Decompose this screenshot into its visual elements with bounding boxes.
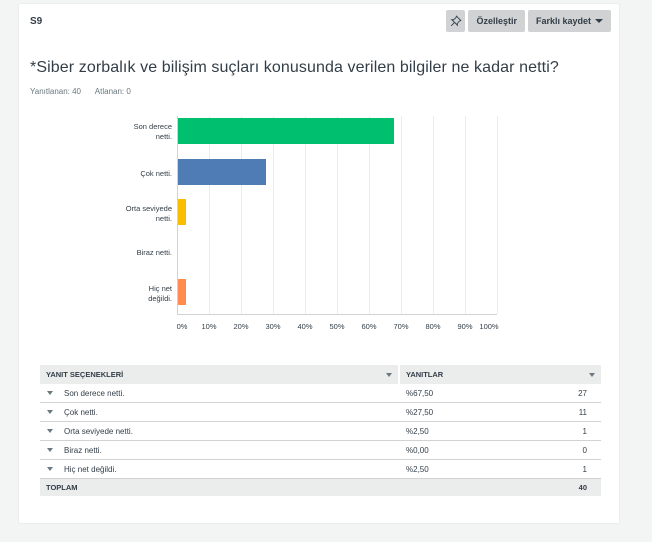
question-title: *Siber zorbalık ve bilişim suçları konus… [30, 59, 559, 76]
choice-label: Hiç net değildi. [64, 464, 117, 474]
x-tick: 100% [479, 322, 499, 331]
x-tick: 40% [297, 322, 313, 331]
customize-button[interactable]: Özelleştir [468, 10, 525, 32]
gridline [305, 116, 306, 314]
expand-caret-icon[interactable] [47, 429, 53, 433]
header-responses[interactable]: YANITLAR [400, 365, 601, 384]
response-stats: Yanıtlanan: 40 Atlanan: 0 [30, 87, 143, 96]
y-label: Biraz netti. [136, 248, 172, 257]
x-tick: 90% [457, 322, 473, 331]
choice-label: Çok netti. [64, 407, 98, 417]
table-row: Biraz netti. %0,00 0 [40, 441, 601, 460]
sort-caret-icon[interactable] [589, 372, 595, 377]
table-row: Son derece netti. %67,50 27 [40, 384, 601, 403]
bar-hic-net-degildi[interactable] [178, 279, 186, 305]
response-percent: %0,00 [406, 445, 429, 455]
expand-caret-icon[interactable] [47, 391, 53, 395]
y-label: Son derece netti. [133, 122, 172, 141]
pin-button[interactable] [446, 10, 466, 32]
x-tick: 10% [201, 322, 217, 331]
x-tick: 0% [176, 322, 188, 331]
gridline [497, 116, 498, 314]
expand-caret-icon[interactable] [47, 410, 53, 414]
gridline [401, 116, 402, 314]
bar-son-derece-netti[interactable] [178, 118, 394, 144]
gridline [433, 116, 434, 314]
total-count: 40 [578, 483, 587, 492]
table-header: YANIT SEÇENEKLERİ YANITLAR [40, 365, 601, 384]
y-label: Orta seviyede netti. [125, 204, 172, 223]
y-label: Çok netti. [140, 169, 172, 178]
x-tick: 50% [329, 322, 345, 331]
response-count: 27 [578, 388, 587, 398]
choice-label: Son derece netti. [64, 388, 125, 398]
save-as-button[interactable]: Farklı kaydet [527, 10, 611, 32]
gridline [465, 116, 466, 314]
expand-caret-icon[interactable] [47, 448, 53, 452]
gridline [337, 116, 338, 314]
choice-label: Biraz netti. [64, 445, 102, 455]
table-row: Orta seviyede netti. %2,50 1 [40, 422, 601, 441]
header-choices[interactable]: YANIT SEÇENEKLERİ [40, 365, 398, 384]
x-tick: 30% [265, 322, 281, 331]
gridline [273, 116, 274, 314]
response-percent: %27,50 [406, 407, 434, 417]
toolbar: Özelleştir Farklı kaydet [446, 10, 611, 32]
x-tick: 80% [425, 322, 441, 331]
choice-label: Orta seviyede netti. [64, 426, 133, 436]
answered-count: Yanıtlanan: 40 [30, 87, 82, 96]
table-row: Çok netti. %27,50 11 [40, 403, 601, 422]
gridline [209, 116, 210, 314]
table-row: Hiç net değildi. %2,50 1 [40, 460, 601, 479]
y-label: Hiç net değildi. [148, 284, 172, 303]
chevron-down-icon [595, 19, 603, 23]
question-card: S9 Özelleştir Farklı kaydet *Siber zorba… [18, 3, 620, 524]
expand-caret-icon[interactable] [47, 467, 53, 471]
x-tick: 20% [233, 322, 249, 331]
x-tick: 60% [361, 322, 377, 331]
response-count: 11 [578, 407, 587, 417]
y-axis [177, 116, 178, 314]
response-percent: %2,50 [406, 464, 429, 474]
total-label: TOPLAM [46, 483, 78, 492]
responses-table: YANIT SEÇENEKLERİ YANITLAR Son derece ne… [40, 365, 601, 496]
question-id: S9 [30, 16, 43, 27]
response-count: 1 [582, 464, 587, 474]
response-count: 0 [582, 445, 587, 455]
skipped-count: Atlanan: 0 [94, 87, 131, 96]
pin-icon [450, 15, 462, 27]
response-count: 1 [582, 426, 587, 436]
sort-caret-icon[interactable] [386, 372, 392, 377]
bar-orta-seviyede-netti[interactable] [178, 199, 186, 225]
x-axis [177, 314, 497, 315]
response-percent: %2,50 [406, 426, 429, 436]
gridline [241, 116, 242, 314]
x-tick: 70% [393, 322, 409, 331]
table-total-row: TOPLAM 40 [40, 479, 601, 496]
bar-cok-netti[interactable] [178, 159, 266, 185]
gridline [369, 116, 370, 314]
response-percent: %67,50 [406, 388, 434, 398]
